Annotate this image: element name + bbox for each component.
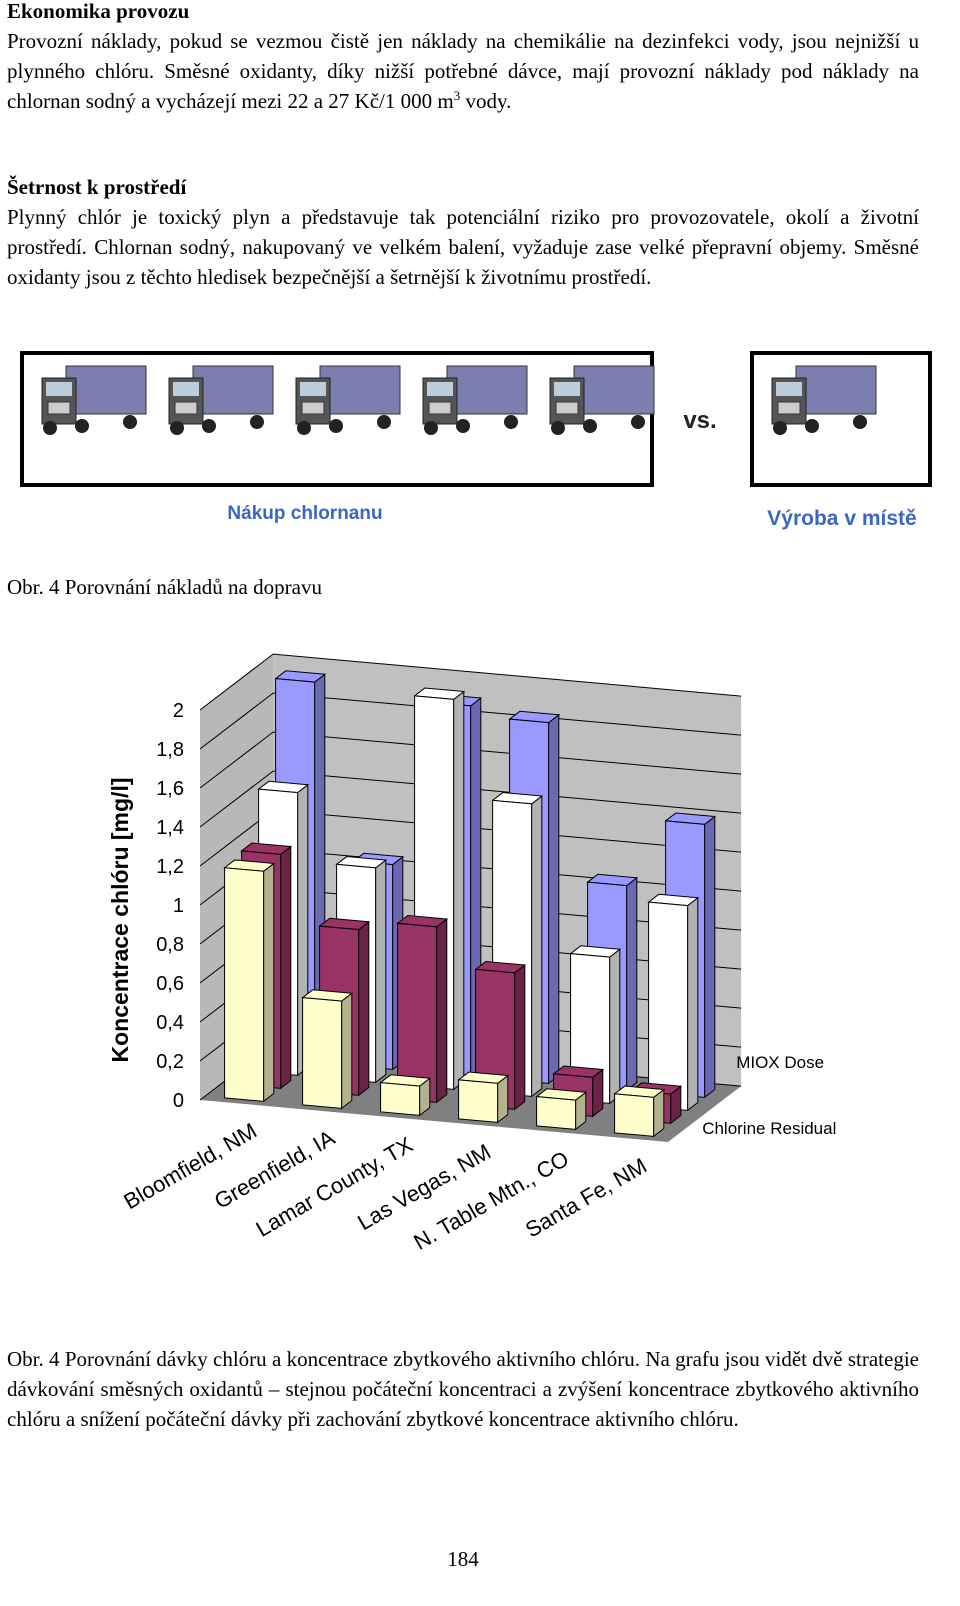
heading: Ekonomika provozu [7,0,190,23]
bar-shade [436,919,447,1103]
bar-front [536,1096,577,1130]
bar [569,945,622,1105]
y-tick-label: 0 [173,1090,184,1112]
y-tick-label: 1,2 [156,856,184,878]
bar-shade [280,846,291,1089]
section: Šetrnost k prostředí Plynný chlór je tox… [7,172,919,292]
bar-shade [626,877,637,1091]
bar-shade [592,1069,603,1117]
y-tick-label: 0,6 [156,973,184,995]
bar [457,1071,510,1124]
bar-front [648,901,689,1111]
y-tick-label: 1,4 [156,817,184,839]
bar-shade [263,863,274,1102]
y-tick-label: 0,8 [156,934,184,956]
depth-label: MIOX Dose [736,1053,824,1072]
paragraph: Provozní náklady, pokud se vezmou čistě … [7,26,919,116]
right-label: Výroba v místě [767,507,916,530]
bar-shade [453,691,464,1090]
y-tick-label: 1 [173,895,184,917]
grid-line [199,731,742,789]
grid-line [199,692,742,750]
bar-front [614,1093,655,1137]
grid-line [199,770,742,828]
bar-shade [670,1086,681,1124]
y-tick-label: 1,6 [156,778,184,800]
bar-shade [704,816,715,1098]
bar-shade [548,714,559,1084]
bar-shade [497,1075,508,1123]
heading: Šetrnost k prostředí [7,175,187,199]
bar [301,989,354,1110]
bar [647,893,700,1112]
bar [223,859,276,1103]
bar-shade [358,921,369,1096]
vs-label: vs. [683,407,716,434]
bar [379,1074,432,1117]
caption: Obr. 4 Porovnání dávky chlóru a koncentr… [7,1347,919,1431]
bar-front [458,1079,499,1123]
bar-shade [609,949,620,1104]
chart: 0 0,2 0,4 0,6 0,8 1 1,2 1,4 1,6 1,8 2 Koncentrace c… [107,653,836,1255]
bar-front [224,867,265,1102]
truck-figure: vs. Nákup chlornanu Výroba v místě [20,351,932,530]
bar [535,1088,588,1131]
y-tick-label: 0,2 [156,1051,184,1073]
page-number: 184 [447,1547,479,1571]
left-label: Nákup chlornanu [227,503,382,524]
bar-front [380,1082,421,1116]
caption: Obr. 4 Porovnání nákladů na dopravu [7,575,322,599]
bar-shade [514,965,525,1110]
y-tick-label: 1,8 [156,739,184,761]
bar-shade [375,860,386,1083]
bar-shade [653,1089,664,1137]
bar-front [302,997,343,1109]
y-tick-label: 0,4 [156,1012,184,1034]
bar-shade [341,993,352,1109]
text: Provozní náklady, pokud se vezmou čistě … [7,29,919,113]
text: vody. [460,89,512,113]
bar-shade [575,1092,586,1130]
bar-shade [531,796,542,1097]
section: Ekonomika provozu Provozní náklady, poku… [7,0,919,116]
bar [613,1085,666,1138]
superscript: 3 [453,88,461,103]
depth-label: Chlorine Residual [702,1119,836,1138]
grid-line [199,653,742,711]
bar [396,915,449,1104]
paragraph: Plynný chlór je toxický plyn a představu… [7,205,919,289]
y-axis-label: Koncentrace chlóru [mg/l] [107,778,133,1063]
bar-shade [419,1078,430,1116]
bar-shade [687,897,698,1111]
y-tick-label: 2 [173,700,184,722]
